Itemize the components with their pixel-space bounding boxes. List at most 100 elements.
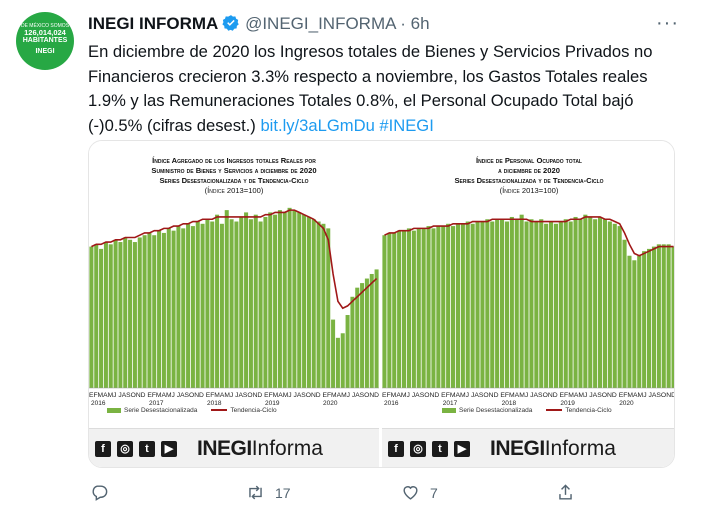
chart-bar (402, 230, 407, 388)
heart-icon (403, 486, 418, 500)
chart-bar (598, 216, 603, 388)
youtube-icon: ▶ (161, 441, 177, 457)
chart-bar (321, 223, 326, 388)
legend-label-series: Serie Desestacionalizada (124, 407, 198, 414)
chart-bar (568, 221, 573, 388)
chart-legend: Serie Desestacionalizada Tendencia-Ciclo (107, 407, 277, 414)
reply-button[interactable] (90, 483, 119, 502)
avatar-line-3: HABITANTES (22, 37, 68, 44)
chart-bar (514, 219, 519, 388)
chart-title-personal: Índice de Personal Ocupado total a dicie… (382, 156, 674, 196)
chart-bar (465, 221, 470, 388)
chart-bar (524, 221, 529, 388)
chart-bar (292, 210, 297, 388)
inegi-informa-logo: INEGIInforma (197, 437, 323, 461)
chart-bar (190, 226, 195, 388)
avatar[interactable]: DE MÉXICO SOMOS 126,014,024 HABITANTES I… (16, 12, 74, 70)
month-tick-labels: EFMAMJ JASOND EFMAMJ JASOND EFMAMJ JASON… (382, 392, 675, 399)
chart-bar (89, 246, 94, 388)
chart-bar (200, 223, 205, 388)
tweet-body: En diciembre de 2020 los Ingresos totale… (88, 42, 653, 135)
brand-light: Informa (544, 437, 616, 460)
timestamp[interactable]: 6h (410, 14, 430, 33)
chart-bar (617, 226, 622, 388)
chart-bar (647, 248, 652, 388)
chart-bar (480, 221, 485, 388)
chart-bar (534, 221, 539, 388)
separator-dot: · (400, 14, 406, 33)
chart-bar (99, 248, 104, 388)
brand-bold: INEGI (197, 437, 252, 460)
chart-bar (416, 228, 421, 388)
hashtag-link[interactable]: #INEGI (379, 115, 434, 135)
chart-bar (490, 221, 495, 388)
chart-bar (563, 219, 568, 388)
chart-bar (504, 221, 509, 388)
retweet-button[interactable]: 17 (246, 483, 291, 502)
chart-bar (632, 260, 637, 388)
trend-line (384, 216, 674, 257)
chart-bar (273, 214, 278, 388)
instagram-icon: ◎ (117, 441, 133, 457)
chart-bar (166, 228, 171, 388)
chart-bar (607, 221, 612, 388)
author-handle[interactable]: @INEGI_INFORMA (245, 14, 396, 33)
chart-bar (263, 216, 268, 388)
chart-bar (335, 337, 340, 388)
chart-bar (460, 223, 465, 388)
inegi-informa-logo: INEGIInforma (490, 437, 616, 461)
chart-bar (642, 251, 647, 388)
chart-bar (593, 219, 598, 388)
chart-legend: Serie Desestacionalizada Tendencia-Ciclo (442, 407, 612, 414)
chart-panel-ingresos[interactable]: EFMAMJ JASOND EFMAMJ JASOND EFMAMJ JASON… (89, 141, 379, 467)
chart-bar (421, 228, 426, 388)
chart-bar (132, 242, 137, 388)
chart-bar (147, 232, 152, 388)
chart-bar (253, 214, 258, 388)
chart-bar (627, 255, 632, 388)
year-label: 2020 (619, 400, 634, 407)
legend-label-series: Serie Desestacionalizada (459, 407, 533, 414)
chart-bar (431, 228, 436, 388)
chart-personal: EFMAMJ JASOND EFMAMJ JASOND EFMAMJ JASON… (382, 214, 675, 407)
legend-swatch-series (442, 407, 456, 413)
chart-bar (392, 232, 397, 388)
chart-bar (602, 219, 607, 388)
chart-bar (108, 244, 113, 388)
chart-bar (161, 232, 166, 388)
year-label: 2018 (207, 400, 222, 407)
avatar-population: 126,014,024 (24, 28, 66, 37)
more-options-icon[interactable]: ··· (656, 12, 679, 34)
chart-panel-personal[interactable]: EFMAMJ JASOND EFMAMJ JASOND EFMAMJ JASON… (382, 141, 675, 467)
like-count: 7 (430, 484, 438, 501)
tweet-media[interactable]: EFMAMJ JASOND EFMAMJ JASOND EFMAMJ JASON… (88, 140, 675, 468)
chart-bar (326, 228, 331, 388)
share-button[interactable] (556, 483, 575, 502)
facebook-icon: f (95, 441, 111, 457)
author-name[interactable]: INEGI INFORMA (88, 14, 219, 33)
like-button[interactable]: 7 (401, 483, 438, 502)
chart-bar (331, 319, 336, 388)
chart-bar (519, 214, 524, 388)
avatar-logo-text: INEGI (35, 48, 55, 55)
chart-bar (360, 283, 365, 388)
year-label: 2018 (502, 400, 517, 407)
chart-bar (455, 223, 460, 388)
chart-bar (355, 287, 360, 388)
chart-bar (210, 221, 215, 388)
chart-bar (588, 216, 593, 388)
chart-bar (234, 221, 239, 388)
chart-bar (311, 219, 316, 388)
youtube-icon: ▶ (454, 441, 470, 457)
chart-bar (661, 244, 666, 388)
chart-title-line-1: Índice Agregado de los Ingresos totales … (152, 156, 316, 165)
chart-bar (446, 223, 451, 388)
chart-bar (258, 221, 263, 388)
chart-bar (509, 216, 514, 388)
retweet-icon (249, 485, 262, 500)
media-footer: f ◎ t ▶ INEGIInforma (89, 428, 379, 467)
tweet-link[interactable]: bit.ly/3aLGmDu (260, 115, 375, 135)
chart-bar (113, 239, 118, 388)
chart-bar (152, 235, 157, 388)
chart-bar (340, 333, 345, 388)
